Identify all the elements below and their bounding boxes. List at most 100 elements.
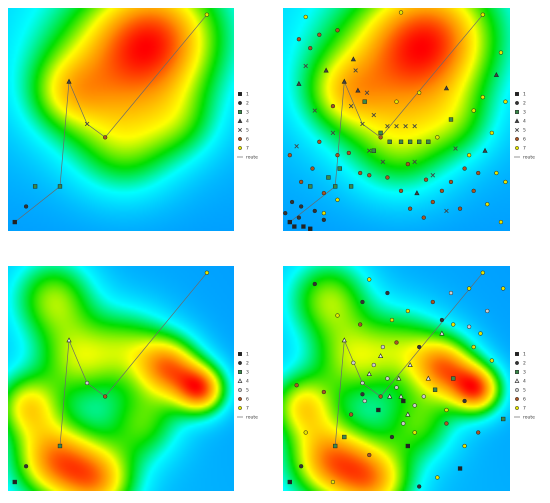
point-series-7 (466, 286, 472, 291)
point-series-4 (66, 78, 72, 84)
series-3 (57, 443, 63, 449)
point-series-4 (493, 71, 499, 77)
point-series-6 (310, 166, 315, 171)
point-series-6 (103, 135, 108, 140)
point-series-4 (66, 337, 72, 343)
point-series-7 (489, 358, 494, 363)
series-7 (204, 12, 210, 17)
point-series-6 (335, 28, 340, 33)
point-series-5 (412, 403, 417, 408)
point-series-2 (299, 464, 304, 469)
series-6 (287, 28, 481, 220)
point-series-5 (84, 380, 90, 386)
point-series-3 (308, 184, 313, 189)
point-series-6 (378, 135, 383, 140)
series-4 (296, 56, 499, 196)
point-series-7 (480, 12, 485, 17)
legend-label-route: route (523, 155, 535, 161)
point-series-5 (303, 63, 308, 69)
point-series-6 (287, 153, 292, 158)
point-series-5 (371, 112, 377, 118)
point-series-2 (296, 215, 302, 220)
point-series-3 (417, 139, 422, 144)
point-series-5 (385, 123, 390, 129)
legend-marker-5 (238, 388, 242, 392)
point-series-7 (367, 277, 372, 282)
point-series-6 (367, 173, 372, 178)
legend-marker-7 (515, 406, 519, 410)
legend-marker-4 (237, 118, 243, 123)
series-1 (287, 398, 463, 485)
point-series-7 (489, 130, 494, 136)
series-7 (303, 270, 506, 485)
heatmap-background (8, 266, 234, 491)
legend-label-5: 5 (523, 388, 526, 394)
legend-label-5: 5 (523, 128, 526, 134)
point-series-7 (501, 286, 506, 291)
legend-label-7: 7 (246, 146, 249, 152)
point-series-6 (385, 175, 390, 180)
point-series-3 (432, 387, 438, 392)
legend-label-3: 3 (523, 370, 526, 376)
point-series-6 (462, 166, 467, 171)
point-series-4 (396, 375, 402, 381)
legend-marker-1 (238, 352, 242, 356)
point-series-6 (439, 188, 445, 194)
series-3 (308, 99, 454, 189)
point-series-1 (287, 479, 292, 485)
point-series-2 (312, 281, 317, 287)
point-series-6 (296, 37, 302, 42)
point-series-4 (350, 56, 356, 62)
point-series-1 (292, 224, 297, 229)
legend-marker-6 (515, 397, 519, 401)
legend-label-2: 2 (246, 361, 249, 367)
point-series-7 (435, 135, 440, 140)
point-series-3 (333, 184, 338, 189)
point-series-6 (358, 322, 363, 327)
legend-marker-5 (237, 127, 243, 133)
point-series-6 (471, 188, 476, 194)
point-series-6 (457, 206, 463, 211)
legend-label-7: 7 (246, 406, 249, 412)
point-series-6 (358, 170, 363, 176)
point-series-4 (443, 85, 450, 91)
point-series-4 (398, 393, 404, 399)
point-series-6 (308, 45, 313, 51)
point-series-4 (405, 411, 411, 417)
series-2 (299, 281, 467, 489)
legend-label-1: 1 (523, 92, 526, 98)
point-series-4 (323, 67, 329, 73)
point-series-2 (289, 199, 295, 205)
point-series-1 (376, 407, 381, 413)
heatmap-background (283, 8, 510, 231)
point-series-7 (471, 344, 476, 350)
point-series-1 (301, 224, 306, 229)
legend: 1 2 3 4 5 6 7 route (237, 92, 258, 161)
series-6 (103, 394, 108, 399)
legend: 1 2 3 4 5 6 7 route (237, 352, 258, 421)
point-series-7 (435, 475, 440, 480)
point-series-5 (385, 376, 390, 381)
point-series-6 (398, 188, 404, 194)
point-series-6 (423, 177, 429, 182)
point-series-4 (296, 80, 302, 86)
point-series-3 (378, 130, 383, 136)
point-series-6 (294, 383, 299, 388)
point-series-3 (342, 434, 347, 440)
point-series-5 (84, 121, 90, 127)
point-series-2 (312, 208, 317, 214)
legend-marker-4 (514, 118, 520, 123)
point-series-7 (389, 317, 395, 323)
legend-label-5: 5 (246, 388, 249, 394)
legend-marker-7 (238, 406, 242, 410)
point-series-7 (503, 179, 508, 185)
legend: 1 2 3 4 5 6 7 route (514, 92, 535, 161)
point-series-5 (401, 421, 406, 426)
point-series-6 (394, 340, 399, 345)
point-series-5 (453, 146, 458, 151)
point-series-7 (485, 202, 490, 207)
route-line (14, 14, 208, 223)
legend-marker-4 (514, 378, 520, 383)
legend-label-2: 2 (246, 101, 249, 107)
